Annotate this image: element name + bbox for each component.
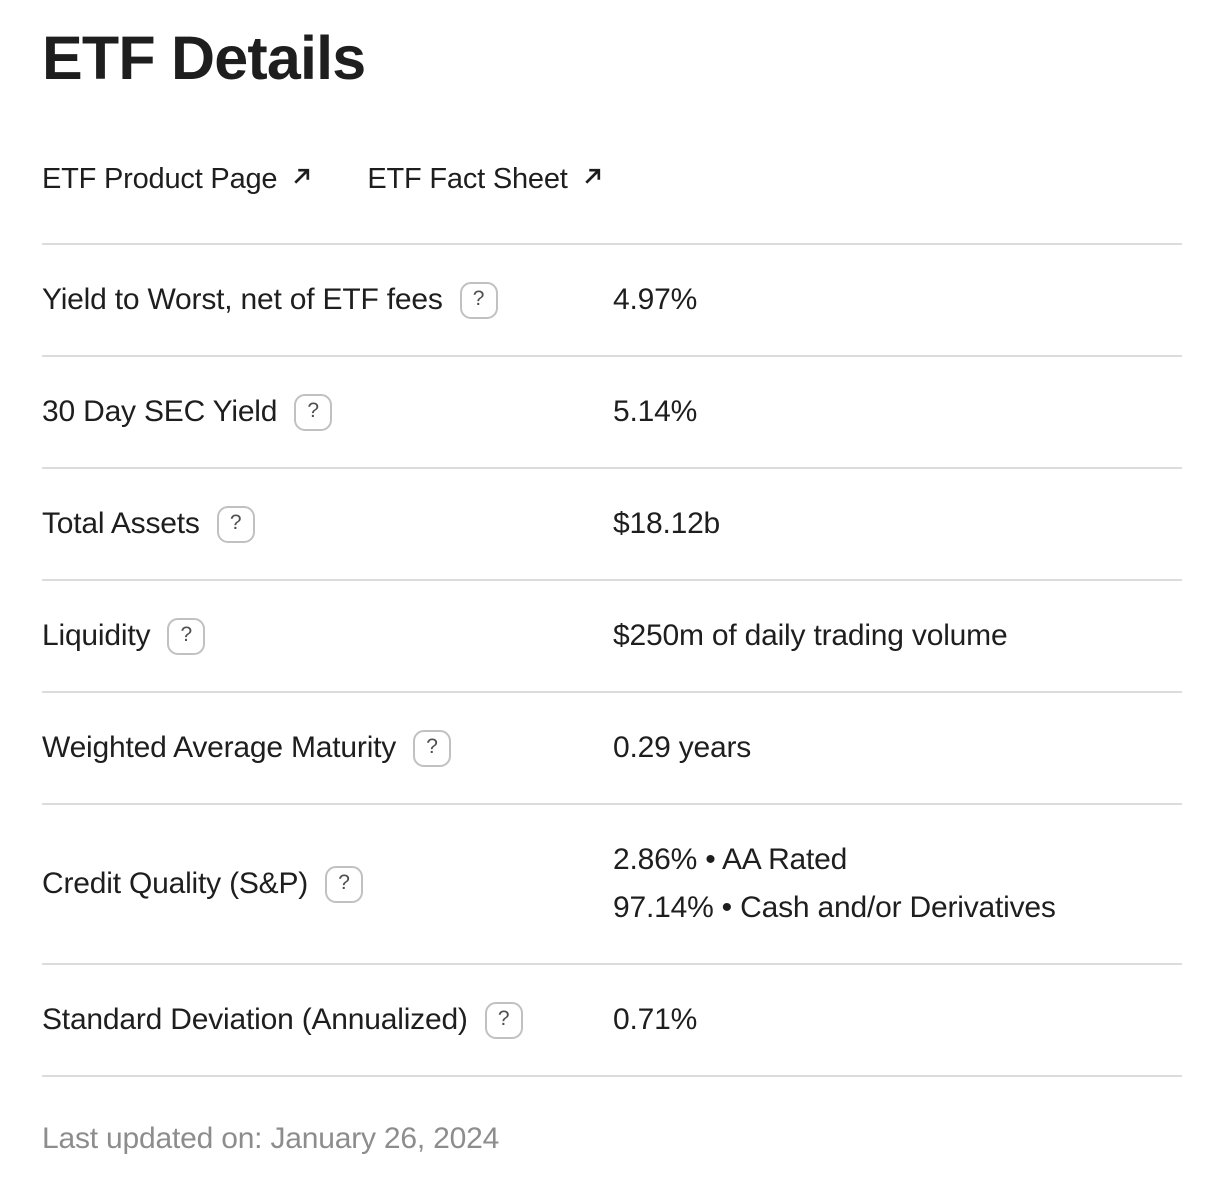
help-icon[interactable]: ? bbox=[167, 617, 206, 655]
row-value-line: $250m of daily trading volume bbox=[613, 619, 1008, 652]
row-value: $250m of daily trading volume bbox=[613, 612, 1182, 660]
row-value-line: 97.14% • Cash and/or Derivatives bbox=[613, 891, 1056, 924]
row-label-cell: Yield to Worst, net of ETF fees ? bbox=[42, 276, 613, 324]
etf-fact-sheet-link[interactable]: ETF Fact Sheet bbox=[367, 163, 603, 196]
external-link-icon bbox=[581, 163, 604, 196]
row-label: Total Assets bbox=[42, 507, 200, 540]
table-row: Weighted Average Maturity ? 0.29 years bbox=[42, 693, 1182, 805]
table-row: Yield to Worst, net of ETF fees ? 4.97% bbox=[42, 245, 1182, 357]
etf-details-table: Yield to Worst, net of ETF fees ? 4.97% … bbox=[42, 243, 1182, 1077]
row-value-line: $18.12b bbox=[613, 507, 721, 540]
table-row: Total Assets ? $18.12b bbox=[42, 469, 1182, 581]
row-label: Yield to Worst, net of ETF fees bbox=[42, 283, 443, 316]
row-value-line: 5.14% bbox=[613, 395, 698, 428]
row-label-cell: Credit Quality (S&P) ? bbox=[42, 860, 613, 908]
row-label: 30 Day SEC Yield bbox=[42, 395, 278, 428]
last-updated-text: Last updated on: January 26, 2024 bbox=[42, 1122, 500, 1155]
row-label-cell: Total Assets ? bbox=[42, 500, 613, 548]
table-row: Liquidity ? $250m of daily trading volum… bbox=[42, 581, 1182, 693]
links-row: ETF Product Page ETF Fact Sheet bbox=[42, 160, 1182, 198]
help-icon[interactable]: ? bbox=[459, 281, 498, 319]
table-row: Credit Quality (S&P) ? 2.86% • AA Rated 9… bbox=[42, 805, 1182, 965]
page-title: ETF Details bbox=[42, 24, 366, 92]
row-label-cell: 30 Day SEC Yield ? bbox=[42, 388, 613, 436]
external-link-icon bbox=[290, 163, 313, 196]
help-icon[interactable]: ? bbox=[294, 393, 333, 431]
row-label: Credit Quality (S&P) bbox=[42, 867, 309, 900]
row-value: 2.86% • AA Rated 97.14% • Cash and/or Der… bbox=[613, 836, 1182, 932]
etf-fact-sheet-link-label: ETF Fact Sheet bbox=[367, 162, 568, 195]
row-label: Liquidity bbox=[42, 619, 151, 652]
help-icon[interactable]: ? bbox=[216, 505, 255, 543]
row-value-line: 0.71% bbox=[613, 1003, 698, 1036]
table-row: 30 Day SEC Yield ? 5.14% bbox=[42, 357, 1182, 469]
row-value: $18.12b bbox=[613, 500, 1182, 548]
row-label-cell: Liquidity ? bbox=[42, 612, 613, 660]
row-value: 4.97% bbox=[613, 276, 1182, 324]
etf-product-page-link-label: ETF Product Page bbox=[42, 162, 278, 195]
row-value-line: 0.29 years bbox=[613, 731, 752, 764]
table-row: Standard Deviation (Annualized) ? 0.71% bbox=[42, 965, 1182, 1077]
help-icon[interactable]: ? bbox=[484, 1001, 523, 1039]
etf-product-page-link[interactable]: ETF Product Page bbox=[42, 163, 313, 196]
row-value: 5.14% bbox=[613, 388, 1182, 436]
row-label-cell: Weighted Average Maturity ? bbox=[42, 724, 613, 772]
help-icon[interactable]: ? bbox=[325, 865, 364, 903]
row-label: Weighted Average Maturity bbox=[42, 731, 397, 764]
row-label: Standard Deviation (Annualized) bbox=[42, 1003, 468, 1036]
row-value-line: 4.97% bbox=[613, 283, 698, 316]
row-label-cell: Standard Deviation (Annualized) ? bbox=[42, 996, 613, 1044]
help-icon[interactable]: ? bbox=[413, 729, 452, 767]
row-value-line: 2.86% • AA Rated bbox=[613, 843, 848, 876]
row-value: 0.29 years bbox=[613, 724, 1182, 772]
row-value: 0.71% bbox=[613, 996, 1182, 1044]
